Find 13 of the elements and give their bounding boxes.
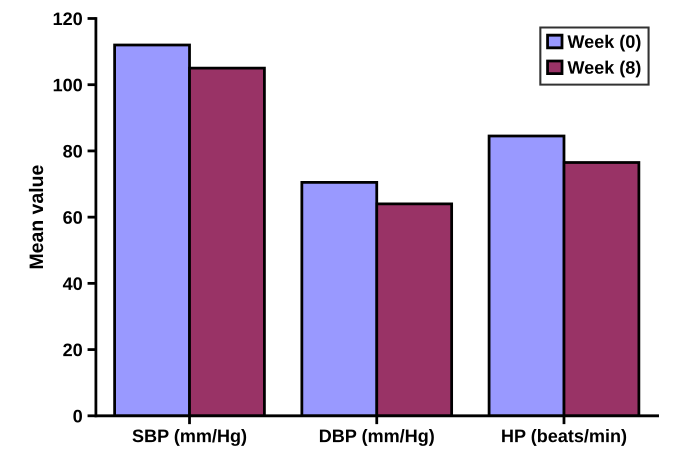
legend-label: Week (8) bbox=[567, 60, 640, 78]
y-tick-label: 40 bbox=[62, 277, 82, 290]
y-tick-label: 120 bbox=[54, 12, 82, 26]
y-tick-label: 100 bbox=[54, 78, 82, 92]
y-tick-label: 20 bbox=[63, 344, 82, 356]
x-tick-label: SBP (mm/Hg) bbox=[132, 428, 246, 446]
legend-label: Week (0) bbox=[567, 34, 640, 52]
y-tick-label: 80 bbox=[63, 144, 82, 158]
y-axis-title: Mean value bbox=[28, 165, 44, 268]
y-tick-label: 0 bbox=[73, 410, 82, 423]
x-tick-label: HP (beats/min) bbox=[502, 428, 626, 446]
y-tick-label: 60 bbox=[63, 211, 82, 224]
x-tick-label: DBP (mm/Hg) bbox=[320, 428, 434, 446]
